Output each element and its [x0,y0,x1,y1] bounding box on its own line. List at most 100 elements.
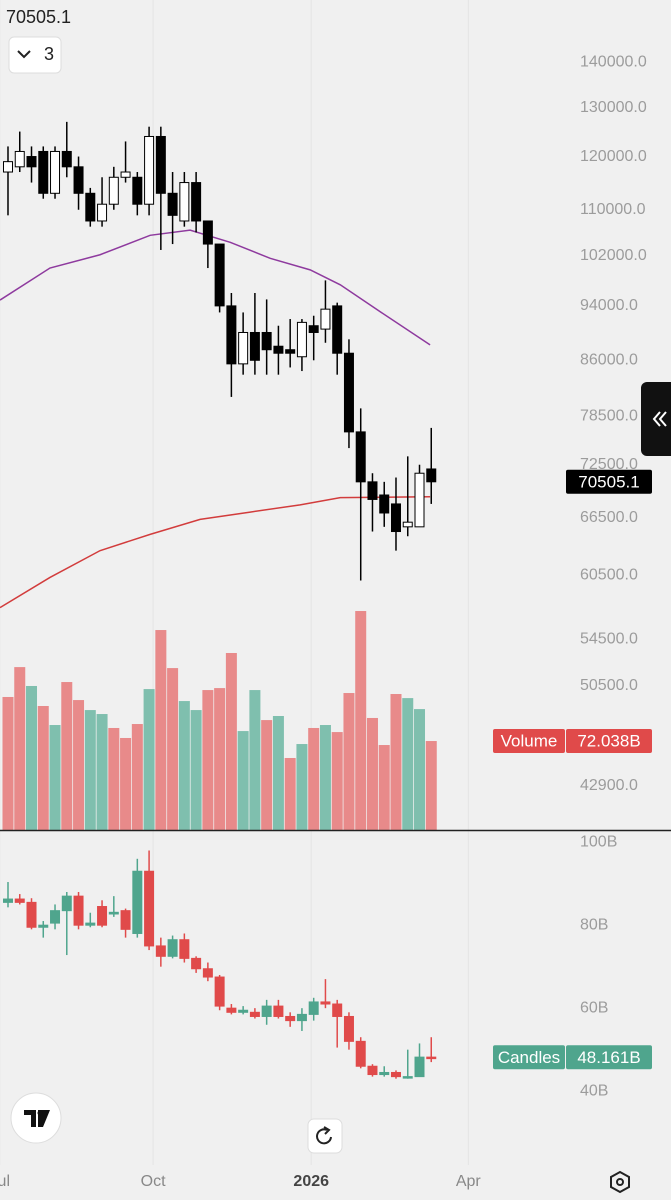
candle-body [238,331,249,365]
candle-body [97,906,108,926]
candle-body [285,1015,296,1022]
candle-body [249,331,260,361]
candle-body [414,1056,425,1078]
volume-bar [108,727,120,830]
indicator-count: 3 [44,44,54,64]
candle-body [285,349,296,354]
volume-bar [143,689,155,830]
logo-dot [37,1110,43,1116]
candle-body [61,895,72,912]
toggle-box[interactable] [8,36,62,74]
tab-arrows [652,411,667,427]
volume-bar [84,710,96,830]
candle-body [132,176,143,205]
candle-body [202,220,213,245]
tab-box[interactable] [641,382,671,456]
candle-body [2,161,13,173]
badge-name: Candles [498,1048,560,1067]
candle-body [402,1076,413,1079]
y-tick-label: 72500.0 [580,456,638,473]
candle-body [226,1007,237,1013]
logo-button[interactable] [10,1092,62,1144]
y-tick-label: 60B [580,999,608,1016]
volume-bar [414,709,426,830]
x-tick-label: Oct [141,1173,166,1190]
candle-body [2,898,13,903]
candle-body [73,166,84,194]
candle-body [202,968,213,978]
candle-body [261,331,272,351]
candle-body [179,182,190,222]
candle-body [343,352,354,433]
candle-body [343,1015,354,1042]
badge-value-box [566,1045,652,1070]
side-panel-tab[interactable] [641,382,671,456]
badge-name: Volume [501,732,558,751]
y-tick-label: 66500.0 [580,509,638,526]
y-tick-label: 120000.0 [580,148,647,165]
candle-body [402,521,413,528]
badge-value: 72.038B [577,732,640,751]
y-tick-label: 110000.0 [580,201,646,218]
candle-body [26,156,37,168]
candle-body [332,305,343,354]
volume-bar [355,611,367,830]
badge-value: 70505.1 [578,472,639,491]
volume-bar [331,732,343,830]
candle-body [214,243,225,307]
candle-body [308,325,319,333]
candle-body [238,1009,249,1013]
candle-body [108,911,119,915]
candle-body [296,321,307,358]
candle-body [332,1003,343,1017]
volume-bar [261,720,273,830]
candle-body [38,150,49,194]
y-tick-label: 50500.0 [580,677,638,694]
candle-body [367,1065,378,1076]
volume-bar [366,717,378,830]
candle-body [379,1071,390,1076]
volume-bar [425,741,437,830]
candle-body [191,957,202,970]
candle-body [191,182,202,222]
candle-body [167,192,178,216]
badge-name-box [493,729,565,754]
candle-body [308,1001,319,1015]
candle-body [167,939,178,957]
y-tick-label: 140000.0 [580,53,647,70]
reset-box[interactable] [307,1118,343,1154]
candle-body [179,939,190,959]
indicator-toggle[interactable]: 3 [8,36,62,74]
y-tick-label: 100B [580,833,617,850]
volume-bar [249,690,261,830]
settings-button[interactable] [610,1170,630,1194]
y-tick-label: 86000.0 [580,352,638,369]
candle-body [296,1013,307,1022]
reset-arrow [316,1128,332,1145]
candle-body [320,308,331,330]
candle-body [120,171,131,178]
volume-bar [14,667,26,830]
reset-button[interactable] [307,1118,343,1154]
candle-body [367,481,378,500]
settings-hexagon[interactable] [610,1170,630,1194]
candle-body [273,1005,284,1017]
candle-body [320,1001,331,1005]
volume-bar [202,690,214,830]
candle-body [214,976,225,1007]
candle-body [97,203,108,222]
candle-body [155,945,166,957]
candle-body [14,898,25,903]
volume-bar [37,705,49,830]
moving-average [0,229,431,346]
volume-bar [378,745,390,830]
candle-body [390,503,401,533]
volume-bar [190,710,202,830]
candle-body [61,150,72,168]
x-tick-label: 2026 [293,1173,329,1190]
y-tick-label: 78500.0 [580,407,638,424]
badge-name-box [493,1045,565,1070]
last-price-header: 70505.1 [6,7,71,27]
candle-body [144,870,155,947]
